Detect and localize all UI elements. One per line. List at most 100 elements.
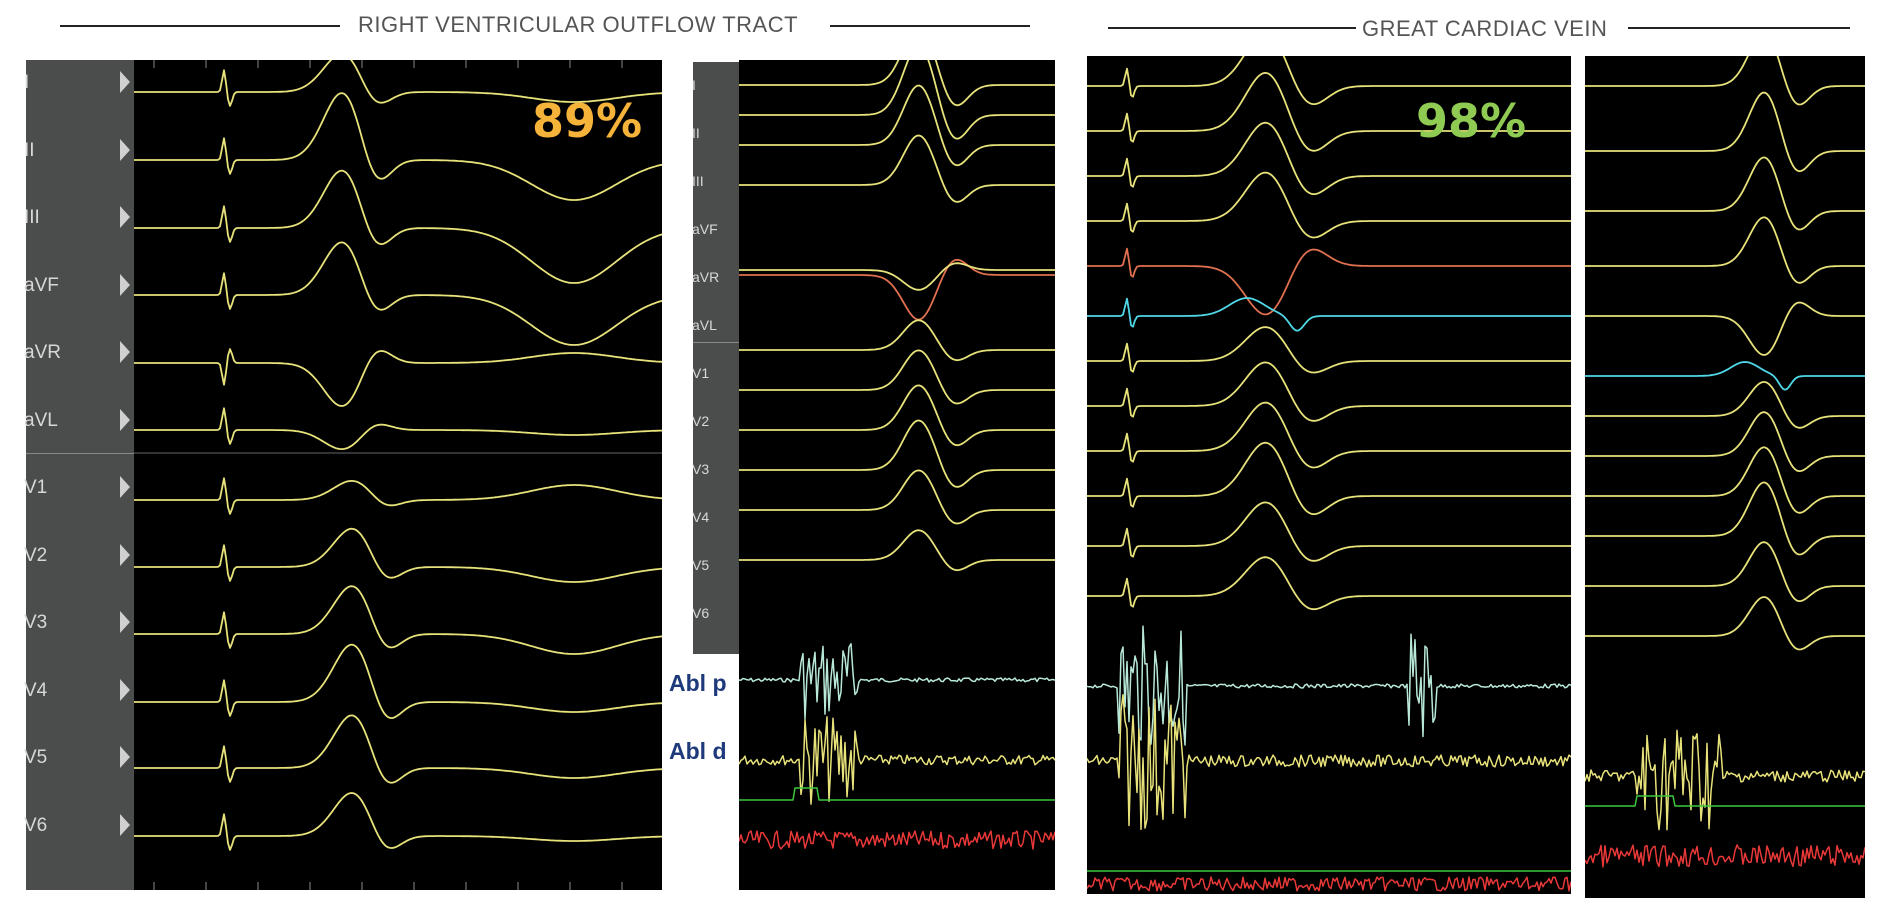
lead-arrow-icon <box>120 273 130 296</box>
lead-arrow-icon <box>120 543 130 566</box>
lead-label-iii: III <box>24 207 40 228</box>
lead-label-v6: V6 <box>692 605 710 621</box>
ecg-trace-iii <box>1585 156 1865 231</box>
gcv-ablation-traces <box>1585 56 1865 868</box>
ecg-trace-v5 <box>739 469 1055 525</box>
abl-proximal-label: Abl p <box>669 670 727 696</box>
ecg-trace-avr <box>739 258 1055 321</box>
ecg-trace-v2 <box>1585 411 1865 472</box>
lead-label-avr: aVR <box>24 342 61 363</box>
ecg-trace-v2 <box>134 527 662 583</box>
lead-arrow-icon <box>120 678 130 701</box>
ecg-trace-i <box>739 60 1055 107</box>
ecg-trace-v3 <box>1585 446 1865 514</box>
ecg-trace-ii <box>1087 72 1571 152</box>
lead-label-v5: V5 <box>692 557 710 573</box>
lead-arrow-icon <box>120 138 130 161</box>
ecg-trace-avr <box>134 348 662 407</box>
rvot-lead-gutter: I II III aVF aVR aVL V1 V2 V3 V4 V5 V6 <box>24 60 134 890</box>
ecg-trace-v4 <box>739 419 1055 488</box>
lead-label-i: I <box>692 77 696 93</box>
ecg-trace-avf <box>739 134 1055 203</box>
lead-arrow-icon <box>120 746 130 768</box>
rvot-abl-lead-gutter: I II III aVF aVR aVL V1 V2 V3 V4 V5 V6 <box>692 62 739 654</box>
lead-label-ii: II <box>692 125 700 141</box>
lead-arrow-icon <box>120 476 130 498</box>
abl-distal-label: Abl d <box>669 738 727 764</box>
ecg-trace-i <box>1087 56 1571 105</box>
ecg-trace-v6 <box>134 792 662 851</box>
ecg-trace-v3 <box>739 384 1055 447</box>
lead-label-v2: V2 <box>692 413 710 429</box>
ecg-trace-ii <box>739 60 1055 140</box>
rvot-title-rule-right <box>830 25 1030 27</box>
ecg-trace-avf <box>1585 216 1865 284</box>
ecg-trace-i <box>1585 56 1865 106</box>
ecg-trace-v6 <box>739 529 1055 572</box>
ecg-trace-v4 <box>1585 481 1865 556</box>
lead-label-iii: III <box>692 173 704 189</box>
ecg-trace-i <box>134 60 662 107</box>
ecg-trace-v3 <box>1087 401 1571 469</box>
lead-label-ii: II <box>24 139 35 161</box>
rvot-ecg-panel <box>134 60 662 890</box>
lead-label-avf: aVF <box>24 274 59 296</box>
ecg-trace-avl <box>1087 297 1571 332</box>
lead-arrow-icon <box>120 206 130 228</box>
gcv-title-rule-left <box>1108 27 1356 29</box>
lead-label-v2: V2 <box>24 544 48 566</box>
ecg-trace-v3 <box>134 585 662 655</box>
ecg-trace-avf <box>1087 171 1571 239</box>
gcv-ablation-panel <box>1585 56 1865 898</box>
lead-label-v3: V3 <box>692 461 710 477</box>
gcv-match-percentage: 98% <box>1416 94 1527 148</box>
ecg-trace-avl <box>739 262 1055 291</box>
gcv-section-title: GREAT CARDIAC VEIN <box>1362 16 1608 41</box>
rvot-ablation-panel <box>739 60 1055 890</box>
ecg-trace-v1 <box>1087 326 1571 374</box>
ecg-trace-ii <box>134 92 662 201</box>
rvot-ablation-traces <box>739 60 1055 850</box>
lead-label-v1: V1 <box>24 477 48 498</box>
lead-label-v4: V4 <box>692 509 710 525</box>
lead-label-v4: V4 <box>24 679 48 701</box>
ecg-trace-iii <box>1087 121 1571 195</box>
lead-label-v6: V6 <box>24 814 48 836</box>
lead-label-avr: aVR <box>692 269 720 285</box>
lead-arrow-icon <box>120 611 130 633</box>
ecg-trace-v1 <box>739 319 1055 362</box>
ecg-trace-avl <box>134 407 662 450</box>
ecg-trace-v4 <box>134 643 662 719</box>
ecg-trace-v6 <box>1087 556 1571 611</box>
lead-label-v3: V3 <box>24 612 48 633</box>
ecg-trace-v2 <box>739 349 1055 405</box>
abl-red-trace <box>739 830 1055 850</box>
lead-label-v5: V5 <box>24 747 48 768</box>
abl-distal-trace <box>1585 729 1865 831</box>
rvot-match-percentage: 89% <box>532 94 643 148</box>
ecg-trace-v5 <box>134 714 662 784</box>
abl-distal-trace <box>1087 693 1571 831</box>
gcv-ecg-traces <box>1087 56 1571 892</box>
limb-precordial-divider <box>693 342 739 343</box>
rvot-title-rule-left <box>60 25 340 27</box>
ecg-trace-v2 <box>1087 361 1571 422</box>
ecg-trace-v4 <box>1087 441 1571 515</box>
lead-label-avf: aVF <box>692 221 718 237</box>
lead-arrow-icon <box>120 813 130 836</box>
lead-label-avl: aVL <box>692 317 717 333</box>
lead-label-avl: aVL <box>24 409 58 431</box>
abl-distal-trace <box>739 716 1055 805</box>
ecg-trace-v5 <box>1585 541 1865 602</box>
rvot-ecg-traces <box>134 60 662 890</box>
abl-proximal-trace <box>1087 625 1571 746</box>
lead-arrow-icon <box>120 341 130 363</box>
limb-precordial-divider <box>26 453 134 454</box>
gcv-title-rule-right <box>1628 27 1850 29</box>
ecg-trace-iii <box>739 84 1055 167</box>
ecg-trace-v1 <box>1585 381 1865 429</box>
abl-green-trace <box>739 787 1055 801</box>
lead-arrow-icon <box>120 71 130 93</box>
rvot-section-title: RIGHT VENTRICULAR OUTFLOW TRACT <box>358 12 799 37</box>
ecg-trace-v6 <box>1585 596 1865 651</box>
